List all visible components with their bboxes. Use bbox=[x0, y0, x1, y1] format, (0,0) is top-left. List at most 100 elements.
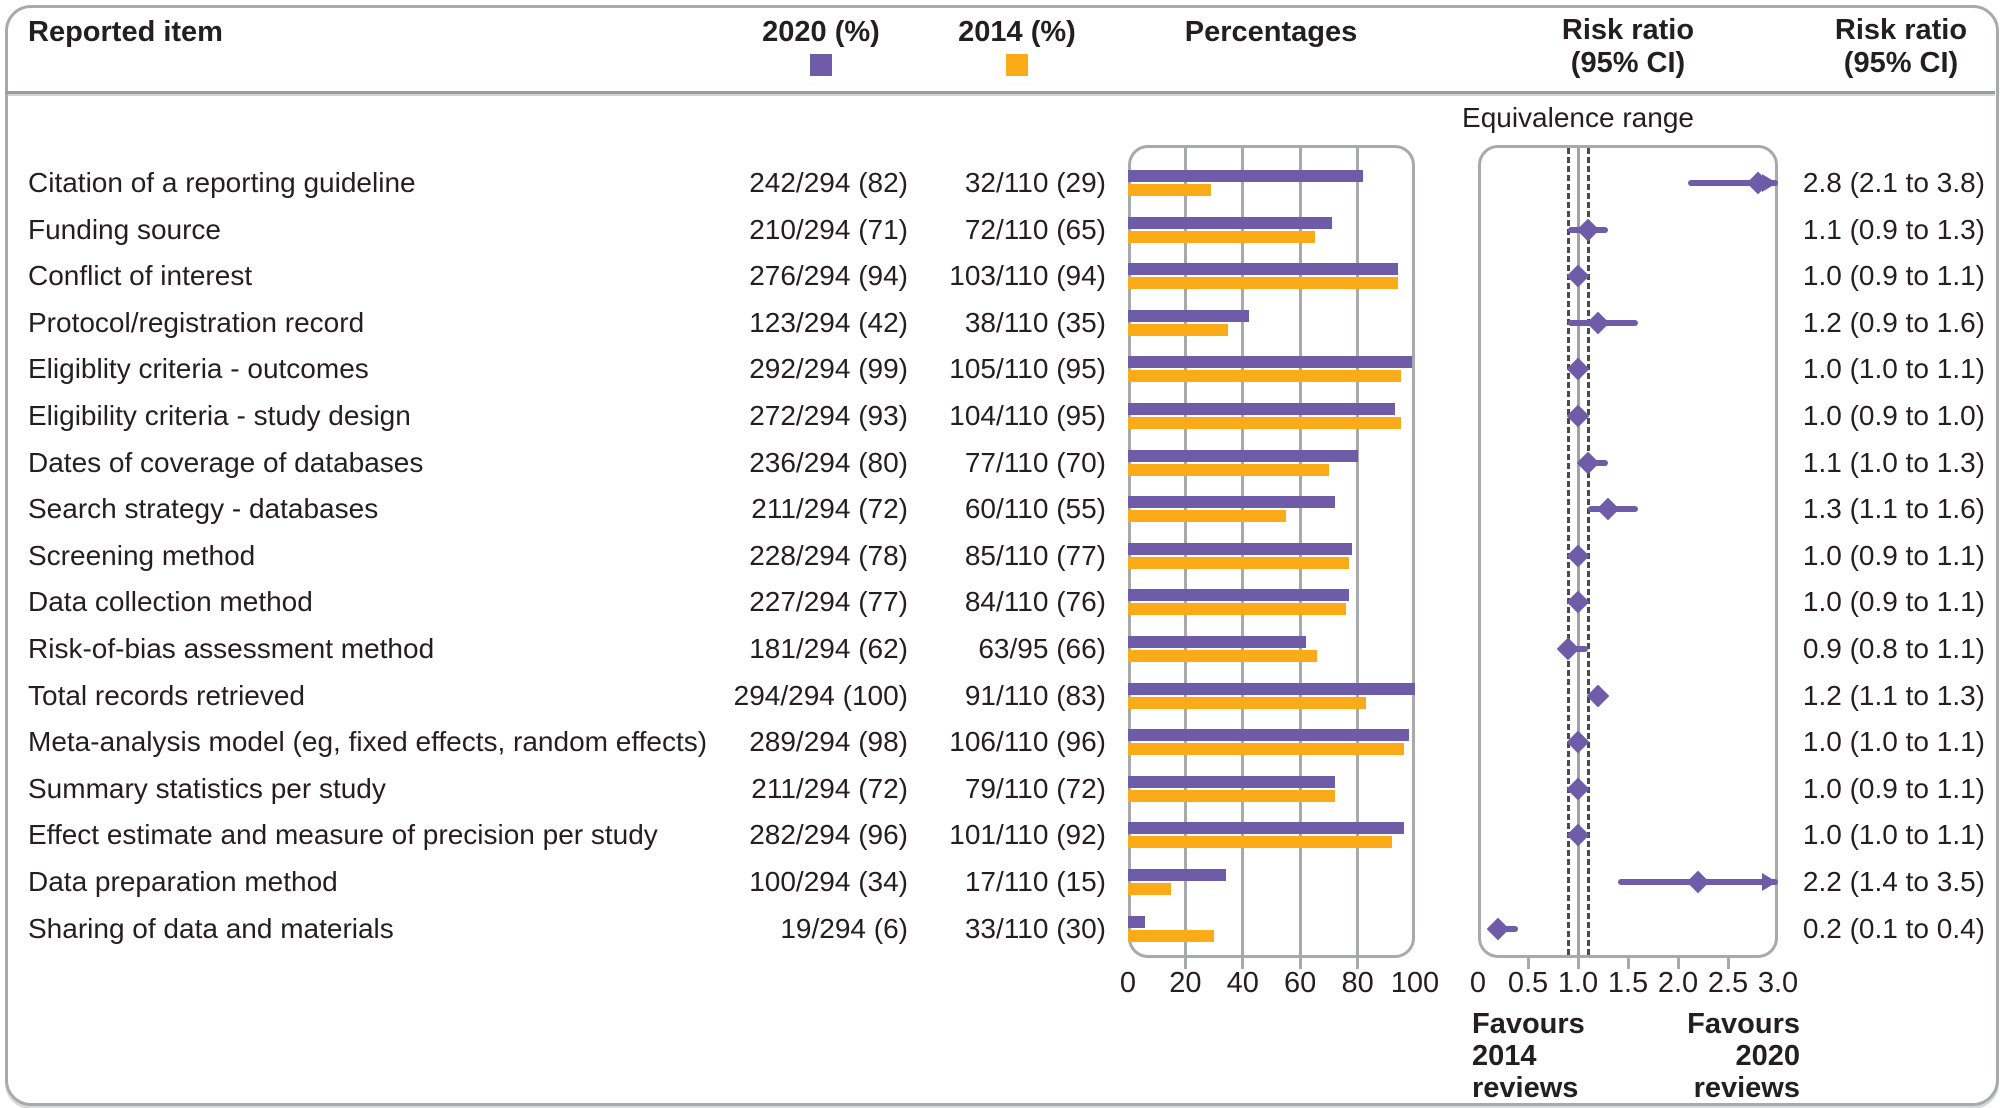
rr-axis-tick bbox=[1526, 958, 1530, 969]
row-value-2020: 211/294 (72) bbox=[751, 493, 908, 525]
rr-axis-tick bbox=[1576, 958, 1580, 969]
pct-gridline bbox=[1356, 148, 1360, 955]
row-value-2014: 33/110 (30) bbox=[964, 912, 1106, 944]
column-header-reported-item: Reported item bbox=[28, 16, 223, 48]
bar-2020 bbox=[1128, 263, 1398, 276]
row-label: Meta-analysis model (eg, fixed effects, … bbox=[28, 726, 708, 758]
row-label: Search strategy - databases bbox=[28, 493, 379, 525]
row-value-2020: 294/294 (100) bbox=[733, 679, 908, 711]
column-header-2020: 2020 (%) bbox=[762, 16, 880, 48]
bar-2020 bbox=[1128, 216, 1332, 229]
row-value-2020: 100/294 (34) bbox=[749, 866, 908, 897]
row-value-2020: 242/294 (82) bbox=[749, 167, 908, 198]
bar-2020 bbox=[1128, 356, 1413, 369]
row-label: Data preparation method bbox=[28, 866, 338, 897]
row-label: Effect estimate and measure of precision… bbox=[28, 819, 658, 851]
equivalence-range-line bbox=[1566, 148, 1570, 955]
bar-2014 bbox=[1128, 789, 1335, 802]
bar-2020 bbox=[1128, 915, 1146, 928]
bar-2020 bbox=[1128, 775, 1335, 788]
risk-ratio-line1: Risk ratio bbox=[1561, 14, 1695, 46]
bar-2020 bbox=[1128, 170, 1364, 182]
bar-2014 bbox=[1128, 510, 1286, 523]
row-value-2014: 103/110 (94) bbox=[949, 260, 1106, 292]
row-risk-ratio-text: 1.0 (0.9 to 1.0) bbox=[1802, 400, 1985, 431]
column-header-risk-ratio-text: Risk ratio (95% CI) bbox=[1776, 14, 2000, 80]
rr-axis-label: 0 bbox=[1469, 967, 1487, 999]
row-risk-ratio-text: 1.1 (1.0 to 1.3) bbox=[1802, 446, 1985, 478]
row-label: Total records retrieved bbox=[28, 679, 306, 711]
row-risk-ratio-text: 1.1 (0.9 to 1.3) bbox=[1802, 213, 1985, 245]
row-risk-ratio-text: 1.0 (0.9 to 1.1) bbox=[1802, 772, 1985, 804]
ci-arrow-right-icon bbox=[1762, 873, 1777, 891]
row-label: Eligibility criteria - study design bbox=[28, 400, 411, 431]
row-label: Risk-of-bias assessment method bbox=[28, 633, 435, 664]
row-risk-ratio-text: 1.2 (0.9 to 1.6) bbox=[1802, 306, 1985, 338]
pct-axis-label: 80 bbox=[1341, 967, 1374, 999]
bar-2020 bbox=[1128, 822, 1404, 835]
row-value-2014: 79/110 (72) bbox=[964, 772, 1106, 804]
bar-2020 bbox=[1128, 496, 1335, 509]
bar-2020 bbox=[1128, 682, 1415, 695]
bar-2014 bbox=[1128, 230, 1315, 243]
bar-2014 bbox=[1128, 743, 1404, 756]
row-value-2014: 91/110 (83) bbox=[964, 679, 1106, 711]
row-value-2020: 282/294 (96) bbox=[749, 819, 908, 851]
bar-2014 bbox=[1128, 929, 1215, 942]
row-risk-ratio-text: 1.2 (1.1 to 1.3) bbox=[1802, 679, 1985, 711]
risk-ratio-panel bbox=[1478, 145, 1778, 958]
bar-2020 bbox=[1128, 309, 1249, 322]
equivalence-range-line bbox=[1586, 148, 1590, 955]
row-value-2014: 38/110 (35) bbox=[964, 306, 1106, 338]
row-value-2014: 84/110 (76) bbox=[964, 586, 1106, 618]
row-value-2014: 104/110 (95) bbox=[949, 400, 1106, 431]
row-value-2020: 181/294 (62) bbox=[749, 633, 908, 664]
column-header-2014: 2014 (%) bbox=[958, 16, 1076, 48]
row-value-2020: 19/294 (6) bbox=[780, 912, 908, 944]
bar-2020 bbox=[1128, 589, 1349, 602]
bar-2020 bbox=[1128, 403, 1395, 415]
row-value-2020: 211/294 (72) bbox=[751, 772, 908, 804]
row-risk-ratio-text: 1.0 (0.9 to 1.1) bbox=[1802, 586, 1985, 618]
row-value-2020: 228/294 (78) bbox=[749, 539, 908, 571]
row-value-2014: 85/110 (77) bbox=[964, 539, 1106, 571]
row-label: Summary statistics per study bbox=[28, 772, 386, 804]
row-value-2020: 276/294 (94) bbox=[749, 260, 908, 292]
row-value-2014: 17/110 (15) bbox=[964, 866, 1106, 897]
bar-2014 bbox=[1128, 370, 1401, 383]
row-value-2020: 289/294 (98) bbox=[749, 726, 908, 758]
row-risk-ratio-text: 1.0 (0.9 to 1.1) bbox=[1802, 539, 1985, 571]
pct-axis-label: 40 bbox=[1226, 967, 1259, 999]
pct-axis-label: 100 bbox=[1390, 967, 1440, 999]
risk-ratio-line1: Risk ratio bbox=[1834, 14, 1968, 46]
row-label: Citation of a reporting guideline bbox=[28, 167, 416, 198]
rr-axis-label: 1.5 bbox=[1607, 967, 1649, 999]
row-risk-ratio-text: 1.3 (1.1 to 1.6) bbox=[1802, 493, 1985, 525]
legend-2020-swatch bbox=[810, 54, 832, 76]
risk-ratio-line2: (95% CI) bbox=[1570, 47, 1686, 79]
bar-2014 bbox=[1128, 650, 1318, 662]
rr-axis-tick bbox=[1626, 958, 1630, 969]
row-value-2020: 123/294 (42) bbox=[749, 306, 908, 338]
row-value-2020: 236/294 (80) bbox=[749, 446, 908, 478]
column-header-risk-ratio-plot: Risk ratio (95% CI) bbox=[1503, 14, 1753, 80]
bar-2014 bbox=[1128, 277, 1398, 290]
bar-2014 bbox=[1128, 883, 1172, 895]
bar-2020 bbox=[1128, 449, 1358, 462]
rr-axis-tick bbox=[1676, 958, 1680, 969]
bar-2014 bbox=[1128, 696, 1367, 709]
row-label: Sharing of data and materials bbox=[28, 912, 394, 944]
ci-line bbox=[1688, 180, 1778, 186]
row-label: Funding source bbox=[28, 213, 222, 245]
pct-axis-tick bbox=[1298, 958, 1302, 969]
row-risk-ratio-text: 2.2 (1.4 to 3.5) bbox=[1802, 866, 1985, 897]
rr-axis-label: 1.0 bbox=[1557, 967, 1599, 999]
row-value-2020: 227/294 (77) bbox=[749, 586, 908, 618]
bar-2020 bbox=[1128, 636, 1306, 648]
row-label: Screening method bbox=[28, 539, 256, 571]
row-risk-ratio-text: 1.0 (1.0 to 1.1) bbox=[1802, 819, 1985, 851]
row-label: Eligiblity criteria - outcomes bbox=[28, 353, 369, 385]
row-label: Protocol/registration record bbox=[28, 306, 365, 338]
row-value-2014: 77/110 (70) bbox=[964, 446, 1106, 478]
